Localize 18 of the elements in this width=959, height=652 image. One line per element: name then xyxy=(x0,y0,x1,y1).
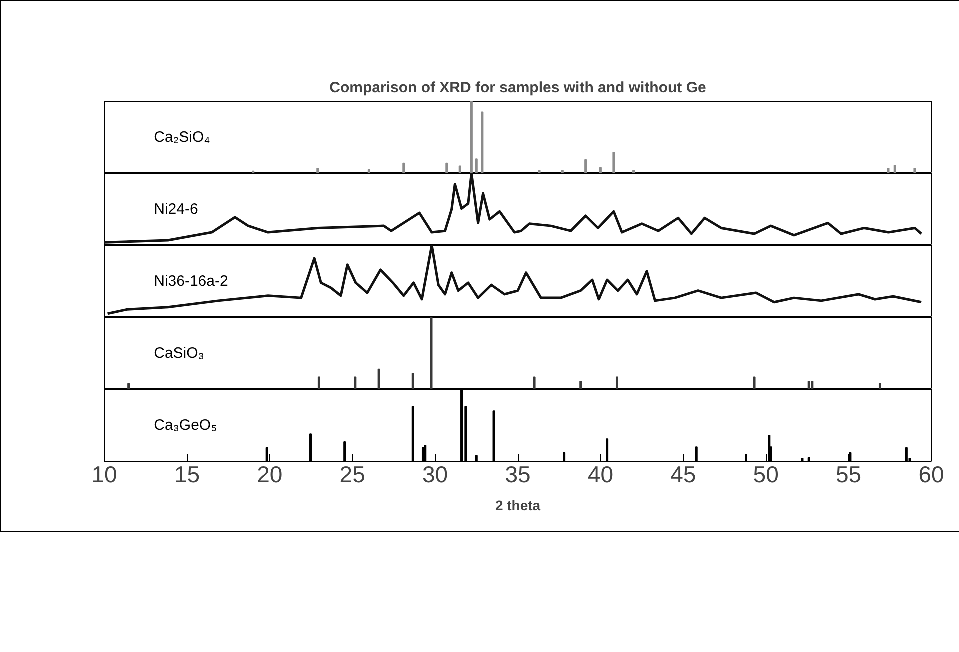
x-tick-label: 10 xyxy=(92,462,118,488)
x-tick-label: 50 xyxy=(753,462,779,488)
x-tick-label: 55 xyxy=(836,462,862,488)
x-tick-label: 25 xyxy=(340,462,366,488)
x-axis-title: 2 theta xyxy=(495,498,541,514)
x-tick-label: 30 xyxy=(422,462,448,488)
x-tick-label: 15 xyxy=(174,462,200,488)
series-label: Ni24-6 xyxy=(154,201,198,218)
x-tick-label: 45 xyxy=(670,462,696,488)
series-label: Ni36-16a-2 xyxy=(154,273,228,290)
x-tick-label: 20 xyxy=(257,462,283,488)
text: Ca₂SiO₄ xyxy=(154,129,210,146)
x-tick-label: 40 xyxy=(588,462,614,488)
text: CaSiO₃ xyxy=(154,345,204,362)
text: Ca₃GeO₅ xyxy=(154,417,218,434)
x-tick-label: 60 xyxy=(918,462,944,488)
x-tick-label: 35 xyxy=(505,462,531,488)
chart-title: Comparison of XRD for samples with and without Ge xyxy=(330,80,706,96)
